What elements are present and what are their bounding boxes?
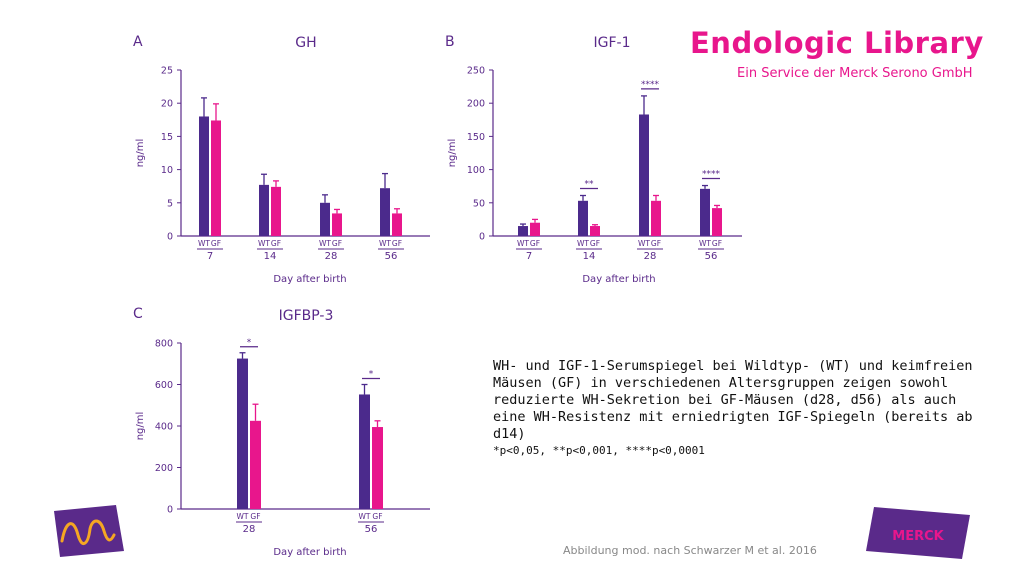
category-label-56: 56	[365, 524, 378, 535]
category-label-56: 56	[705, 251, 718, 262]
chart-igf1: IGF-1 ng/ml Day after birth 0 50 100 150 200 250…	[447, 35, 742, 285]
y-tick-label: 200	[467, 99, 485, 110]
bar-label-gf: GF	[250, 512, 260, 521]
panel-letter-c: C	[133, 306, 143, 322]
brand-title: Endologic Library	[690, 26, 984, 60]
panel-letter-a: A	[133, 34, 143, 50]
y-tick-label: 250	[467, 66, 485, 77]
significance-marker: ****	[641, 80, 660, 90]
y-axis-label: ng/ml	[135, 139, 146, 168]
y-tick-label: 50	[473, 198, 485, 209]
category-label-56: 56	[385, 251, 398, 262]
category-label-28: 28	[243, 524, 256, 535]
category-label-14: 14	[583, 251, 596, 262]
chart-igfbp3: IGFBP-3 ng/ml Day after birth 0 200 400 600 800…	[135, 308, 430, 558]
bar-gf-7	[211, 120, 221, 236]
bar-label-gf: GF	[712, 239, 722, 248]
y-tick-label: 100	[467, 165, 485, 176]
y-tick-label: 200	[155, 463, 173, 474]
bar-label-wt: WT	[319, 239, 331, 248]
y-axis-label: ng/ml	[447, 139, 458, 168]
bar-gf-56	[712, 208, 722, 236]
merck-wordmark-logo-icon: MERCK	[866, 507, 970, 559]
chart-title: IGF-1	[594, 35, 631, 51]
y-tick-label: 800	[155, 339, 173, 350]
bar-gf-28	[332, 213, 342, 236]
bar-label-wt: WT	[258, 239, 270, 248]
x-axis-label: Day after birth	[582, 274, 655, 285]
y-tick-label: 0	[167, 232, 173, 243]
chart-title: IGFBP-3	[279, 308, 334, 324]
chart-title: GH	[295, 35, 316, 51]
category-label-14: 14	[264, 251, 277, 262]
category-label-28: 28	[325, 251, 338, 262]
y-axis-label: ng/ml	[135, 412, 146, 441]
bar-gf-14	[590, 226, 600, 236]
bar-label-gf: GF	[332, 239, 342, 248]
merck-wordmark-text: MERCK	[892, 529, 944, 544]
category-label-28: 28	[644, 251, 657, 262]
bar-label-wt: WT	[577, 239, 589, 248]
bar-wt-7	[199, 116, 209, 236]
bar-wt-14	[578, 200, 588, 236]
bar-label-gf: GF	[530, 239, 540, 248]
bar-wt-7	[518, 226, 528, 236]
bar-label-wt: WT	[699, 239, 711, 248]
bar-gf-56	[372, 427, 383, 509]
bar-wt-56	[359, 394, 370, 509]
x-axis-label: Day after birth	[273, 274, 346, 285]
panel-letter-b: B	[445, 34, 455, 50]
bar-gf-56	[392, 213, 402, 236]
y-tick-label: 0	[167, 505, 173, 516]
bar-wt-56	[380, 188, 390, 236]
figure-caption: WH- und IGF-1-Serumspiegel bei Wildtyp- …	[493, 358, 973, 442]
bar-label-gf: GF	[392, 239, 402, 248]
bar-wt-28	[639, 114, 649, 236]
merck-m-logo-icon	[54, 505, 124, 557]
bar-label-wt: WT	[638, 239, 650, 248]
bar-wt-28	[320, 202, 330, 236]
bar-label-gf: GF	[590, 239, 600, 248]
bar-label-gf: GF	[651, 239, 661, 248]
bar-wt-14	[259, 184, 269, 236]
y-tick-label: 0	[479, 232, 485, 243]
bar-label-wt: WT	[237, 512, 249, 521]
y-tick-label: 400	[155, 422, 173, 433]
significance-marker: **	[585, 179, 595, 189]
figure-citation: Abbildung mod. nach Schwarzer M et al. 2…	[563, 544, 817, 557]
category-label-7: 7	[526, 251, 532, 262]
y-tick-label: 10	[161, 165, 173, 176]
y-tick-label: 25	[161, 66, 173, 77]
bar-wt-28	[237, 358, 248, 509]
significance-marker: ****	[702, 170, 721, 180]
bar-gf-28	[250, 420, 261, 509]
significance-footnote: *p<0,05, **p<0,001, ****p<0,0001	[493, 444, 705, 457]
significance-marker: *	[247, 338, 252, 348]
bar-gf-28	[651, 200, 661, 236]
y-tick-label: 150	[467, 132, 485, 143]
x-axis-label: Day after birth	[273, 547, 346, 558]
bar-gf-14	[271, 186, 281, 236]
brand-subtitle: Ein Service der Merck Serono GmbH	[737, 66, 973, 81]
bar-label-wt: WT	[359, 512, 371, 521]
category-label-7: 7	[207, 251, 213, 262]
significance-marker: *	[369, 370, 374, 380]
bar-label-wt: WT	[379, 239, 391, 248]
bar-label-wt: WT	[517, 239, 529, 248]
y-tick-label: 15	[161, 132, 173, 143]
bar-label-gf: GF	[372, 512, 382, 521]
y-tick-label: 600	[155, 380, 173, 391]
bar-label-gf: GF	[271, 239, 281, 248]
bar-wt-56	[700, 188, 710, 236]
bar-label-wt: WT	[198, 239, 210, 248]
y-tick-label: 20	[161, 99, 173, 110]
bar-gf-7	[530, 222, 540, 236]
y-tick-label: 5	[167, 198, 173, 209]
bar-label-gf: GF	[211, 239, 221, 248]
